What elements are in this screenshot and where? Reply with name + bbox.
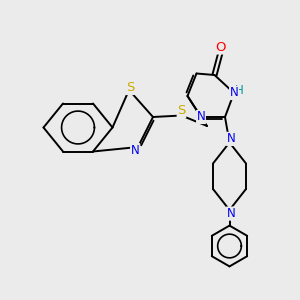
Text: O: O bbox=[215, 41, 226, 54]
Text: S: S bbox=[177, 104, 186, 118]
Text: N: N bbox=[226, 207, 236, 220]
Text: N: N bbox=[196, 110, 206, 124]
Text: S: S bbox=[126, 81, 135, 94]
Text: N: N bbox=[130, 143, 140, 157]
Text: N: N bbox=[226, 132, 236, 146]
Text: N: N bbox=[230, 86, 238, 100]
Text: H: H bbox=[235, 83, 244, 97]
